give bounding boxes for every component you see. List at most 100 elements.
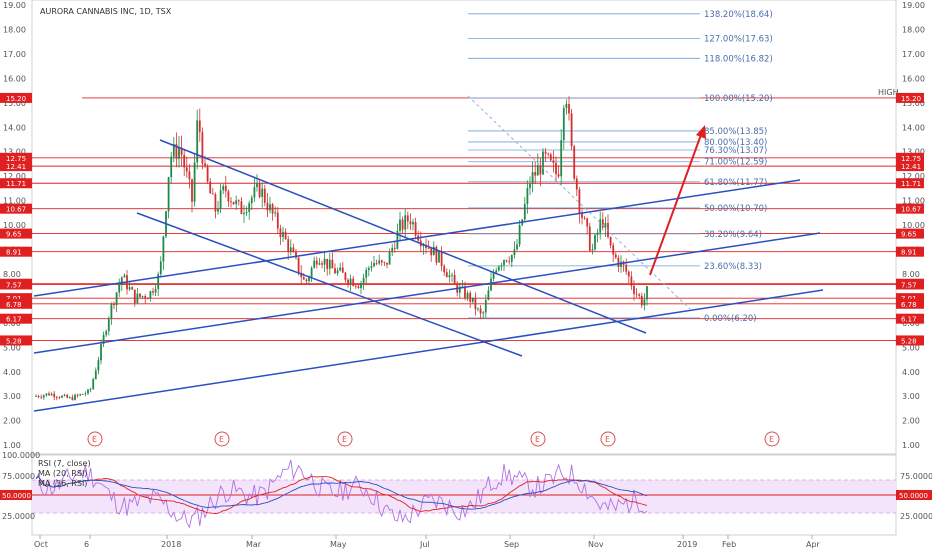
candle-body bbox=[185, 167, 188, 172]
earnings-marker-label: E bbox=[769, 435, 774, 444]
candle-body bbox=[396, 230, 399, 249]
level-tag-left bbox=[0, 152, 32, 163]
candle-body bbox=[58, 397, 61, 399]
earnings-marker[interactable] bbox=[337, 431, 353, 447]
candle-body bbox=[144, 296, 147, 299]
rsi-title: RSI (7, close) bbox=[38, 459, 91, 468]
candle-body bbox=[315, 260, 318, 265]
earnings-marker[interactable] bbox=[764, 431, 780, 447]
candle-body bbox=[232, 201, 235, 205]
candle-body bbox=[375, 263, 378, 264]
candle-body bbox=[152, 291, 154, 293]
level-tag-right bbox=[896, 178, 924, 189]
price-tick-right: 12.00 bbox=[902, 172, 925, 181]
level-tag-right bbox=[896, 152, 924, 163]
time-label: Jul bbox=[419, 540, 430, 549]
candle-body bbox=[505, 260, 508, 262]
fib-label: 127.00%(17.63) bbox=[704, 34, 773, 44]
candle-body bbox=[191, 179, 193, 202]
rsi-axis-25-left: 25.0000 bbox=[2, 512, 35, 521]
candle-body bbox=[334, 268, 336, 274]
level-tag-right bbox=[896, 298, 924, 309]
candle-body bbox=[248, 203, 251, 212]
level-tag-left bbox=[0, 313, 32, 324]
candle-body bbox=[97, 360, 100, 371]
level-tag-right-text: 5.28 bbox=[901, 337, 917, 345]
candle-body bbox=[510, 255, 513, 262]
candle-body bbox=[183, 154, 186, 168]
level-tag-right-text: 9.65 bbox=[901, 231, 917, 239]
level-tag-right-text: 6.17 bbox=[901, 316, 917, 324]
price-tick-right: 13.00 bbox=[902, 148, 925, 157]
candle-body bbox=[302, 277, 305, 280]
candle-body bbox=[526, 188, 529, 204]
level-tag-right-text: 8.91 bbox=[901, 249, 917, 257]
price-tick-left: 17.00 bbox=[3, 50, 26, 59]
price-tick-right: 10.00 bbox=[902, 221, 925, 230]
candle-body bbox=[625, 264, 628, 272]
earnings-marker[interactable] bbox=[214, 431, 230, 447]
candle-body bbox=[154, 288, 157, 293]
candle-body bbox=[409, 221, 412, 225]
candle-body bbox=[352, 278, 355, 286]
time-axis: Oct 6 2018 Mar May Jul Sep Nov 2019 Feb Apr bbox=[34, 535, 821, 549]
time-label: Feb bbox=[722, 540, 736, 549]
candle-body bbox=[373, 263, 375, 267]
candle-body bbox=[425, 245, 427, 248]
candle-body bbox=[289, 247, 292, 252]
time-label: Nov bbox=[588, 540, 604, 549]
trendline-channel-upper bbox=[33, 179, 801, 297]
candle-body bbox=[601, 219, 604, 228]
earnings-marker[interactable] bbox=[87, 431, 103, 447]
level-tag-left-text: 10.67 bbox=[6, 206, 26, 214]
price-tick-left: 2.00 bbox=[3, 417, 21, 426]
level-tag-left bbox=[0, 178, 32, 189]
candle-body bbox=[549, 154, 552, 161]
candle-body bbox=[146, 298, 149, 300]
candle-body bbox=[341, 267, 344, 273]
candle-body bbox=[354, 285, 357, 287]
price-tick-right: 1.00 bbox=[902, 441, 920, 450]
candle-body bbox=[107, 318, 110, 332]
candle-body bbox=[261, 188, 264, 197]
candle-body bbox=[305, 279, 308, 282]
candle-body bbox=[599, 219, 602, 233]
candle-body bbox=[250, 197, 253, 204]
time-label: 6 bbox=[84, 540, 89, 549]
candle-body bbox=[464, 286, 466, 299]
price-tick-left: 10.00 bbox=[3, 221, 26, 230]
level-tag-left bbox=[0, 92, 32, 103]
level-tag-left-text: 12.75 bbox=[6, 155, 26, 163]
candle-body bbox=[245, 211, 248, 213]
candle-body bbox=[118, 284, 121, 293]
fib-label: 0.00%(6.20) bbox=[704, 314, 757, 324]
candle-body bbox=[414, 222, 417, 236]
earnings-marker[interactable] bbox=[530, 431, 546, 447]
price-pane[interactable] bbox=[31, 0, 897, 455]
level-tag-right bbox=[896, 293, 924, 304]
candle-body bbox=[139, 293, 141, 297]
candle-body bbox=[383, 262, 386, 263]
earnings-marker[interactable] bbox=[600, 431, 616, 447]
time-label: Sep bbox=[504, 540, 519, 549]
projection-arrow[interactable] bbox=[649, 125, 706, 276]
candle-body bbox=[55, 397, 58, 398]
rsi-axis-75-left: 75.0000 bbox=[2, 472, 35, 481]
candle-body bbox=[48, 393, 50, 396]
candle-body bbox=[136, 293, 139, 304]
candle-body bbox=[53, 393, 56, 398]
candle-body bbox=[128, 287, 131, 290]
candle-body bbox=[614, 254, 617, 258]
price-tick-right: 3.00 bbox=[902, 392, 920, 401]
level-tag-left-text: 15.20 bbox=[6, 95, 26, 103]
candle-body bbox=[596, 232, 599, 235]
trendlines[interactable] bbox=[33, 139, 824, 412]
candle-body bbox=[81, 394, 84, 395]
price-tick-right: 18.00 bbox=[902, 25, 925, 34]
level-tag-left-text: 5.28 bbox=[6, 337, 22, 345]
candle-body bbox=[276, 212, 279, 229]
candle-body bbox=[573, 146, 576, 179]
